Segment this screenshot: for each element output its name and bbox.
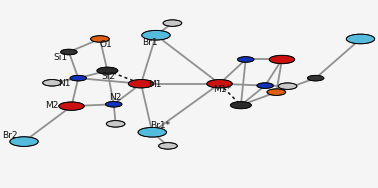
Ellipse shape	[267, 89, 286, 95]
Ellipse shape	[307, 75, 324, 81]
Text: M2: M2	[45, 101, 59, 110]
Ellipse shape	[138, 127, 166, 137]
Ellipse shape	[230, 102, 251, 109]
Text: Si1: Si1	[54, 53, 68, 62]
Ellipse shape	[128, 80, 154, 88]
Ellipse shape	[43, 80, 61, 86]
Ellipse shape	[105, 102, 122, 107]
Text: O1: O1	[99, 39, 112, 49]
Ellipse shape	[10, 137, 38, 146]
Ellipse shape	[237, 57, 254, 62]
Text: Br1: Br1	[143, 38, 158, 47]
Ellipse shape	[97, 67, 118, 74]
Ellipse shape	[106, 121, 125, 127]
Text: Br2: Br2	[2, 131, 17, 140]
Ellipse shape	[278, 83, 297, 89]
Ellipse shape	[142, 30, 170, 40]
Ellipse shape	[91, 36, 109, 42]
Ellipse shape	[346, 34, 375, 44]
Text: N1: N1	[58, 79, 70, 88]
Text: M1: M1	[149, 80, 162, 89]
Text: Si2: Si2	[102, 73, 116, 81]
Ellipse shape	[269, 55, 295, 64]
Ellipse shape	[70, 75, 87, 81]
Ellipse shape	[60, 49, 77, 55]
Ellipse shape	[207, 80, 232, 88]
Ellipse shape	[159, 143, 177, 149]
Text: M1*: M1*	[214, 85, 232, 94]
Ellipse shape	[163, 20, 182, 26]
Ellipse shape	[59, 102, 84, 110]
Text: N2: N2	[109, 93, 122, 102]
Ellipse shape	[257, 83, 273, 88]
Text: Br1*: Br1*	[150, 121, 170, 130]
